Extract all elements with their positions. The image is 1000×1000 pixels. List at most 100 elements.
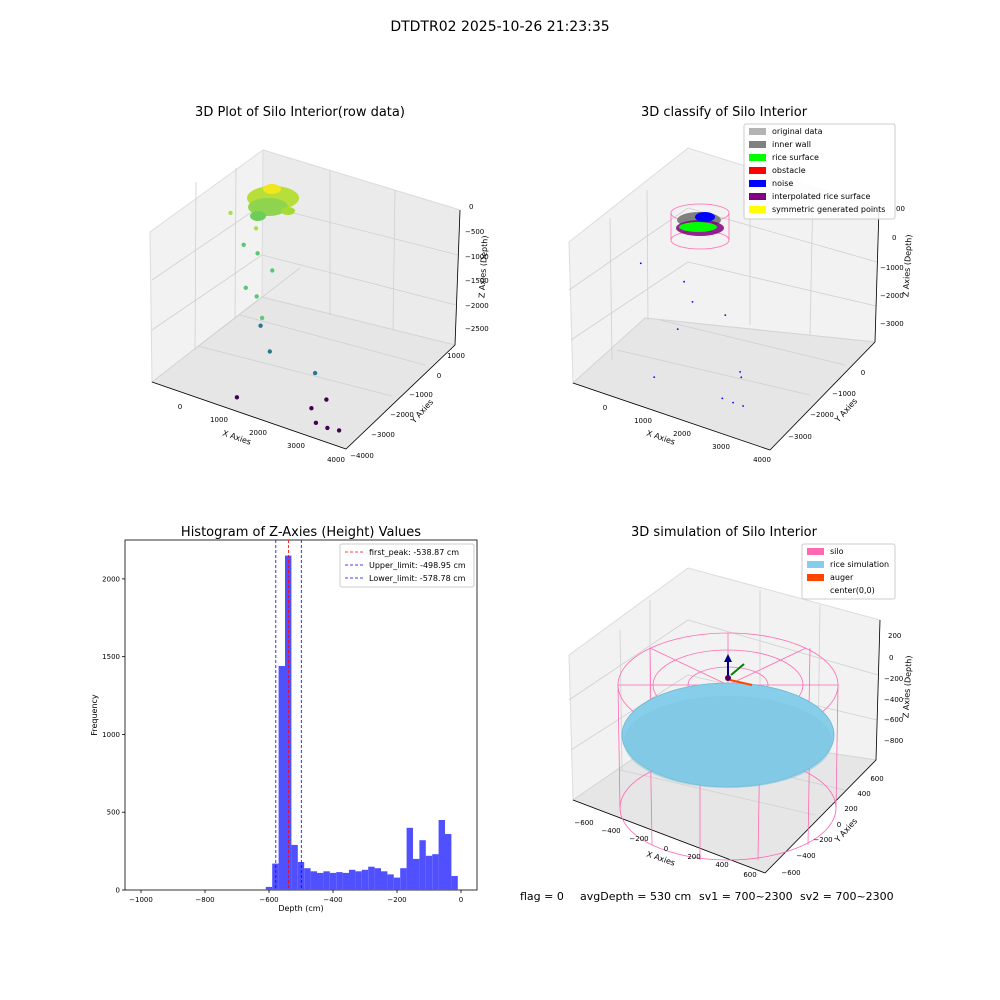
raw-data-point bbox=[325, 425, 330, 431]
raw-data-point bbox=[267, 349, 272, 354]
raw-z-axis-label: Z Axies (Depth) bbox=[477, 235, 489, 298]
legend-label-symmetric: symmetric generated points bbox=[772, 205, 885, 214]
sim-x-tick: −200 bbox=[629, 835, 648, 843]
classify-x-tick: 0 bbox=[603, 404, 607, 412]
sim-x-tick-labels: −600 −400 −200 0 200 400 600 bbox=[574, 819, 756, 879]
histogram-bar bbox=[381, 871, 388, 890]
raw-x-tick: 0 bbox=[178, 403, 182, 411]
raw-y-tick: −1000 bbox=[409, 391, 433, 399]
sim-y-tick: 0 bbox=[837, 821, 841, 829]
classify-x-tick: 4000 bbox=[753, 456, 771, 464]
sim-x-tick: 400 bbox=[715, 861, 728, 869]
histogram-legend-box bbox=[339, 543, 475, 588]
raw-data-point bbox=[254, 294, 259, 299]
legend-label-obstacle: obstacle bbox=[772, 166, 806, 175]
classify-x-tick: 3000 bbox=[712, 443, 730, 451]
raw-x-tick: 2000 bbox=[249, 429, 267, 437]
classify-y-tick: −2000 bbox=[810, 411, 834, 419]
raw-y-tick: −2000 bbox=[390, 411, 414, 419]
noise-point bbox=[691, 301, 694, 303]
classify-z-tick: 00 bbox=[896, 205, 905, 213]
raw-data-point bbox=[336, 428, 342, 433]
raw-data-point bbox=[312, 370, 318, 376]
raw-data-point bbox=[313, 420, 319, 425]
sim-y-tick: 200 bbox=[844, 805, 857, 813]
histogram-bar bbox=[368, 866, 375, 890]
histogram-bar bbox=[329, 872, 337, 890]
classify-chart-title: 3D classify of Silo Interior bbox=[641, 105, 808, 120]
legend-label-center: center(0,0) bbox=[830, 586, 875, 595]
legend-label-rice-simulation: rice simulation bbox=[830, 560, 889, 569]
classify-legend: original data inner wall rice surface ob… bbox=[743, 123, 896, 220]
histogram-bar bbox=[419, 840, 426, 890]
raw-y-tick: 1000 bbox=[447, 352, 465, 360]
histogram-bar bbox=[349, 869, 356, 890]
histogram-x-tick-label: −800 bbox=[195, 896, 214, 904]
raw-y-tick: −4000 bbox=[350, 452, 374, 460]
histogram-x-axis-label: Depth (cm) bbox=[278, 904, 323, 913]
legend-label-rice-surface: rice surface bbox=[772, 153, 819, 162]
histogram-bar bbox=[400, 868, 407, 890]
noise-point bbox=[683, 280, 685, 283]
raw-x-tick: 1000 bbox=[210, 416, 228, 424]
histogram-bar bbox=[445, 834, 452, 890]
histogram-legend: first_peak: -538.87 cm Upper_limit: -498… bbox=[339, 543, 475, 588]
raw-x-tick-labels: 0 1000 2000 3000 4000 bbox=[178, 403, 345, 464]
raw-data-point bbox=[234, 395, 240, 400]
histogram-y-tick-label: 500 bbox=[107, 809, 120, 817]
legend-label-silo: silo bbox=[830, 547, 844, 556]
raw-dense-cluster bbox=[247, 184, 299, 221]
noise-point bbox=[653, 376, 656, 378]
classify-y-tick: −1000 bbox=[832, 390, 856, 398]
sim-x-tick: −400 bbox=[601, 827, 620, 835]
histogram-title: Histogram of Z-Axies (Height) Values bbox=[181, 525, 421, 540]
classify-z-tick: −1000 bbox=[880, 264, 904, 272]
sim-legend-box bbox=[801, 543, 896, 600]
sim-z-tick: −200 bbox=[884, 675, 903, 683]
classify-x-tick-labels: 0 1000 2000 3000 4000 bbox=[603, 404, 771, 464]
raw-z-tick: −1000 bbox=[465, 253, 489, 261]
raw-data-point bbox=[258, 323, 263, 328]
raw-cluster-blob bbox=[281, 207, 295, 215]
sim-y-tick-labels: 600 400 200 0 −200 −400 −600 bbox=[781, 775, 883, 877]
legend-swatch-noise bbox=[749, 180, 766, 187]
sim-auger-arrow-z bbox=[724, 654, 732, 662]
classify-z-tick-labels: 00 0 −1000 −2000 −3000 bbox=[880, 205, 905, 328]
legend-swatch-obstacle bbox=[749, 167, 766, 174]
raw-cluster-blob bbox=[263, 184, 281, 194]
noise-point bbox=[739, 371, 741, 373]
raw-y-tick-labels: 1000 0 −1000 −2000 −3000 −4000 bbox=[350, 352, 465, 460]
classify-noise-cap bbox=[695, 212, 715, 222]
sim-auger-arrow-y bbox=[730, 663, 745, 676]
status-sv2: sv2 = 700~2300 bbox=[800, 890, 894, 903]
classify-x-tick: 2000 bbox=[673, 430, 691, 438]
raw-data-point bbox=[228, 210, 233, 216]
sim-auger bbox=[724, 654, 753, 686]
histogram-bar bbox=[355, 871, 362, 890]
sim-z-tick: −800 bbox=[884, 737, 903, 745]
raw-z-tick: −1500 bbox=[465, 277, 489, 285]
legend-swatch-symmetric bbox=[749, 206, 766, 213]
histogram-reference-lines bbox=[275, 540, 302, 890]
classify-z-tick: 0 bbox=[892, 234, 896, 242]
noise-point bbox=[740, 376, 743, 379]
histogram-y-tick-label: 1000 bbox=[102, 731, 120, 739]
sim-z-tick: −600 bbox=[884, 716, 903, 724]
raw-x-tick: 3000 bbox=[287, 442, 305, 450]
legend-swatch-rice-simulation bbox=[807, 561, 824, 568]
noise-point bbox=[742, 405, 744, 407]
legend-swatch-interpolated bbox=[749, 193, 766, 200]
raw-z-tick: −2500 bbox=[465, 325, 489, 333]
classify-legend-box bbox=[743, 123, 896, 220]
histogram-bar bbox=[374, 868, 381, 890]
sim-x-tick: 200 bbox=[687, 853, 700, 861]
simulation-title: 3D simulation of Silo Interior bbox=[631, 525, 818, 540]
legend-swatch-rice-surface bbox=[749, 154, 766, 161]
raw-z-tick: −500 bbox=[465, 228, 484, 236]
histogram-x-tick-label: 0 bbox=[459, 896, 463, 904]
classify-z-axis-label: Z Axies (Depth) bbox=[901, 234, 913, 297]
raw-z-tick: 0 bbox=[469, 203, 473, 211]
histogram-bar bbox=[432, 854, 439, 890]
raw-data-point bbox=[253, 226, 259, 231]
